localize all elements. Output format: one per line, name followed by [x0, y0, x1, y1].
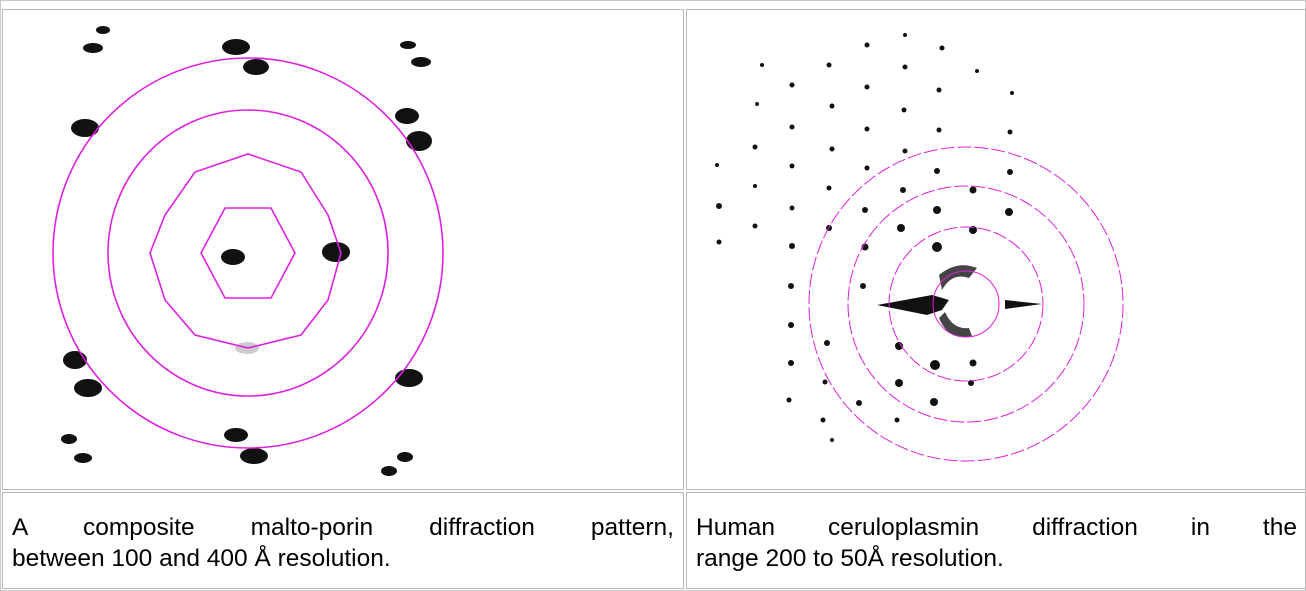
image-cell: [686, 9, 1306, 490]
caption-line: A composite malto-porin diffraction patt…: [12, 512, 674, 543]
caption: A composite malto-porin diffraction patt…: [12, 512, 674, 574]
diffraction-image: [687, 10, 1305, 489]
caption-line: range 200 to 50Å resolution.: [696, 543, 1297, 574]
image-cell: [2, 9, 684, 490]
caption-line: Human ceruloplasmin diffraction in the: [696, 512, 1297, 543]
caption: Human ceruloplasmin diffraction in the r…: [696, 512, 1297, 574]
diffraction-image: [3, 10, 683, 489]
page: A composite malto-porin diffraction patt…: [0, 0, 1306, 591]
caption-line: between 100 and 400 Å resolution.: [12, 543, 674, 574]
